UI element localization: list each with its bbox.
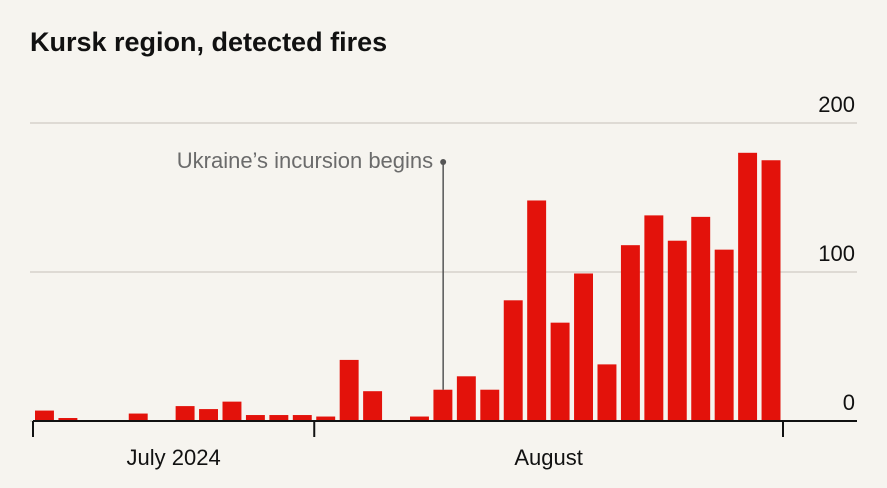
- bar: [222, 401, 242, 421]
- x-tick-label: July 2024: [127, 445, 221, 470]
- bar: [714, 249, 734, 421]
- bar: [738, 152, 758, 422]
- bar: [574, 273, 593, 421]
- bar: [620, 245, 640, 421]
- bar: [691, 216, 711, 421]
- bar: [175, 406, 195, 421]
- bar: [269, 415, 289, 421]
- bar: [58, 418, 78, 421]
- bar: [128, 413, 148, 421]
- bar: [761, 160, 781, 421]
- bar: [199, 409, 218, 421]
- bar: [667, 240, 687, 421]
- bar: [550, 322, 570, 421]
- bar: [433, 389, 453, 421]
- bar: [480, 389, 500, 421]
- annotation: Ukraine’s incursion begins: [177, 148, 433, 173]
- bar: [339, 359, 359, 421]
- bar: [456, 376, 476, 421]
- chart-title: Kursk region, detected fires: [30, 27, 387, 57]
- y-tick-label: 100: [818, 241, 855, 266]
- bar: [363, 391, 383, 421]
- bar: [245, 415, 265, 421]
- x-tick-label: August: [514, 445, 583, 470]
- bar: [410, 416, 429, 421]
- bar: [644, 215, 664, 421]
- bar: [292, 415, 312, 421]
- bar: [503, 300, 523, 421]
- y-tick-label: 0: [843, 390, 855, 415]
- bar: [527, 200, 547, 421]
- bar: [597, 364, 617, 421]
- bar: [316, 416, 336, 421]
- y-tick-label: 200: [818, 92, 855, 117]
- annotation-dot: [440, 159, 447, 165]
- bar: [35, 410, 54, 421]
